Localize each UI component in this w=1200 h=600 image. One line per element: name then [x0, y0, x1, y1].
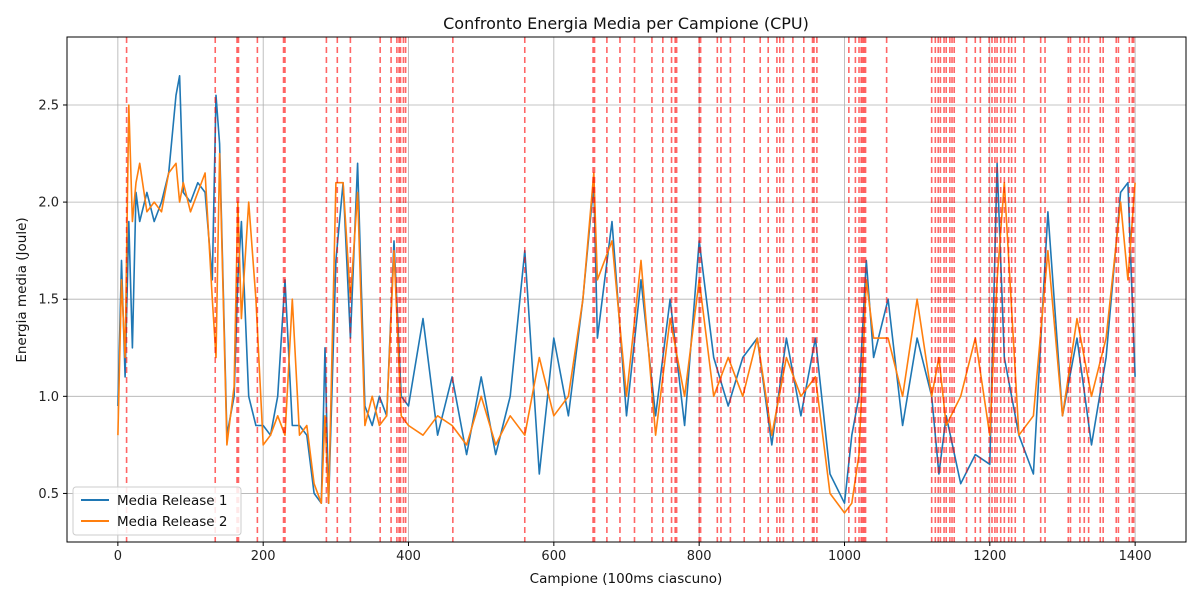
x-tick-label: 400: [396, 549, 421, 564]
y-tick-label: 1.0: [38, 390, 59, 405]
x-tick-label: 600: [541, 549, 566, 564]
chart-title: Confronto Energia Media per Campione (CP…: [443, 14, 809, 33]
x-tick-label: 0: [114, 549, 122, 564]
x-tick-label: 800: [687, 549, 712, 564]
x-axis-label: Campione (100ms ciascuno): [530, 571, 723, 587]
y-tick-label: 2.5: [38, 98, 59, 113]
legend-label-1: Media Release 1: [117, 493, 227, 509]
y-tick-label: 0.5: [38, 487, 59, 502]
x-tick-label: 1200: [973, 549, 1006, 564]
x-tick-label: 1000: [828, 549, 861, 564]
plot-area: 0 200 400 600 800 1000 1200 1400 0.5 1.0 1.5 2.0 2.5: [38, 36, 1187, 564]
x-tick-label: 1400: [1119, 549, 1152, 564]
series-line-1: [117, 75, 1136, 505]
series-group: [117, 37, 1136, 542]
legend: Media Release 1 Media Release 2: [72, 486, 242, 536]
y-tick-label: 1.5: [38, 293, 59, 308]
y-tick-label: 2.0: [38, 196, 59, 211]
series-line-2: [117, 104, 1136, 514]
legend-label-2: Media Release 2: [117, 514, 227, 530]
x-tick-label: 200: [251, 549, 276, 564]
legend-box: [72, 486, 242, 536]
plot-frame: [66, 36, 1187, 543]
y-axis-label: Energia media (Joule): [14, 217, 30, 362]
